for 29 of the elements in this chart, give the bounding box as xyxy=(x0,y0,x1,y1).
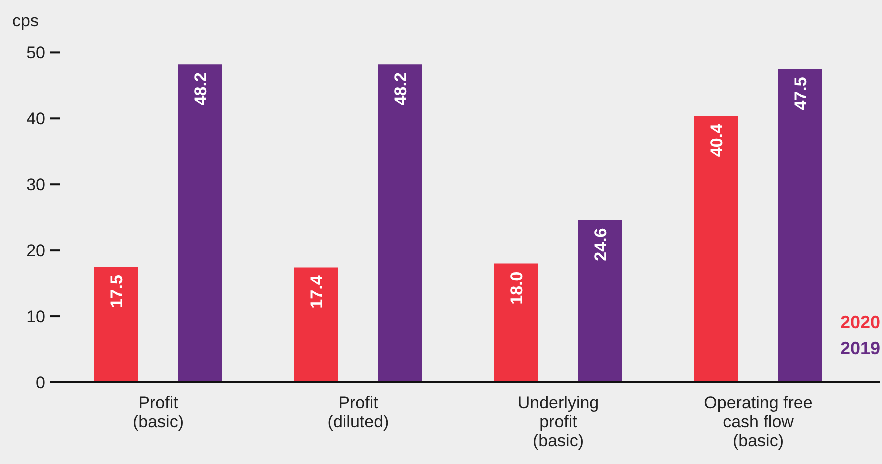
bar xyxy=(94,267,138,382)
x-tick-label: Underlying profit (basic) xyxy=(518,394,600,450)
y-tick-label: 20 xyxy=(26,242,46,261)
data-label: 24.6 xyxy=(592,228,610,262)
bar xyxy=(494,264,538,382)
series-label: 2019 xyxy=(840,338,881,358)
y-tick-label: 10 xyxy=(26,308,46,327)
y-axis-title: cps xyxy=(12,12,39,30)
bar xyxy=(294,268,338,382)
bar xyxy=(578,220,622,382)
data-label: 18.0 xyxy=(508,272,526,305)
y-tick-label: 40 xyxy=(26,110,46,129)
data-label: 48.2 xyxy=(392,72,410,106)
data-label: 40.4 xyxy=(708,123,726,158)
x-tick-label: Operating free cash flow (basic) xyxy=(704,394,813,450)
bar xyxy=(378,64,422,382)
y-tick-label: 0 xyxy=(36,374,46,392)
text: 2020 xyxy=(840,312,881,332)
y-tick-label: 50 xyxy=(26,44,46,63)
bar xyxy=(178,64,222,382)
data-label: 17.5 xyxy=(108,275,126,308)
y-tick-label: 30 xyxy=(26,176,46,195)
x-tick-label: Profit (diluted) xyxy=(328,394,390,432)
bar xyxy=(694,116,738,382)
data-label: 48.2 xyxy=(192,72,210,106)
bar xyxy=(778,69,822,382)
data-label: 17.4 xyxy=(308,275,326,309)
data-label: 47.5 xyxy=(792,77,810,110)
x-tick-label: Profit (basic) xyxy=(132,394,184,432)
